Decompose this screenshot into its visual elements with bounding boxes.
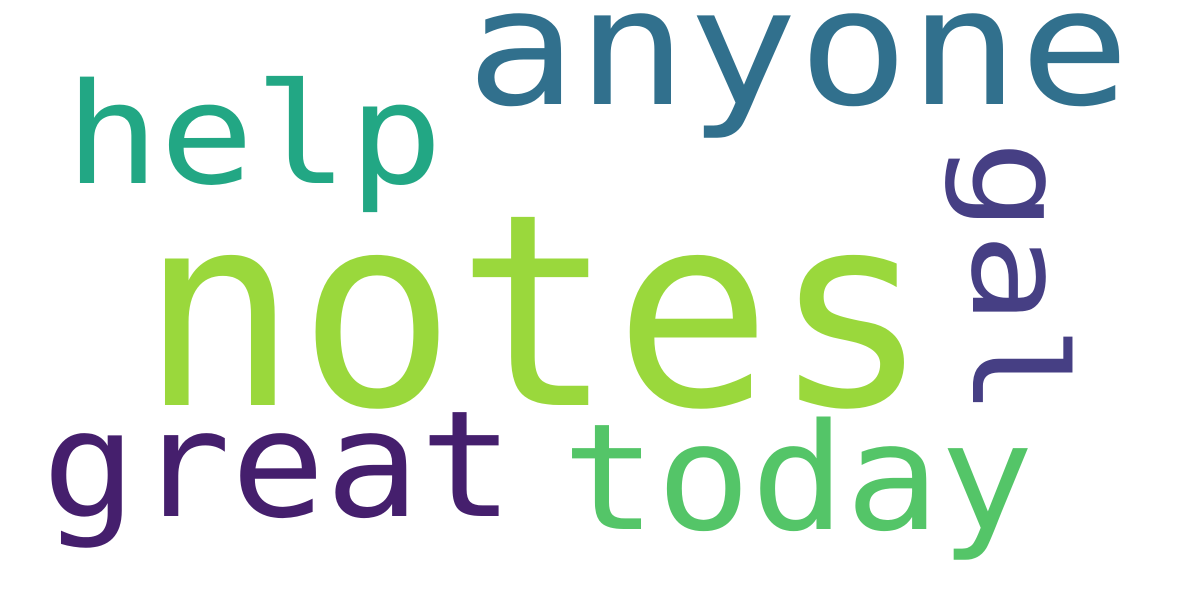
word-gal: gal xyxy=(942,140,1094,417)
word-anyone: anyone xyxy=(466,0,1130,143)
word-notes: notes xyxy=(140,157,930,469)
word-help: help xyxy=(65,54,443,217)
word-great: great xyxy=(42,379,514,551)
word-today: today xyxy=(562,392,1034,564)
